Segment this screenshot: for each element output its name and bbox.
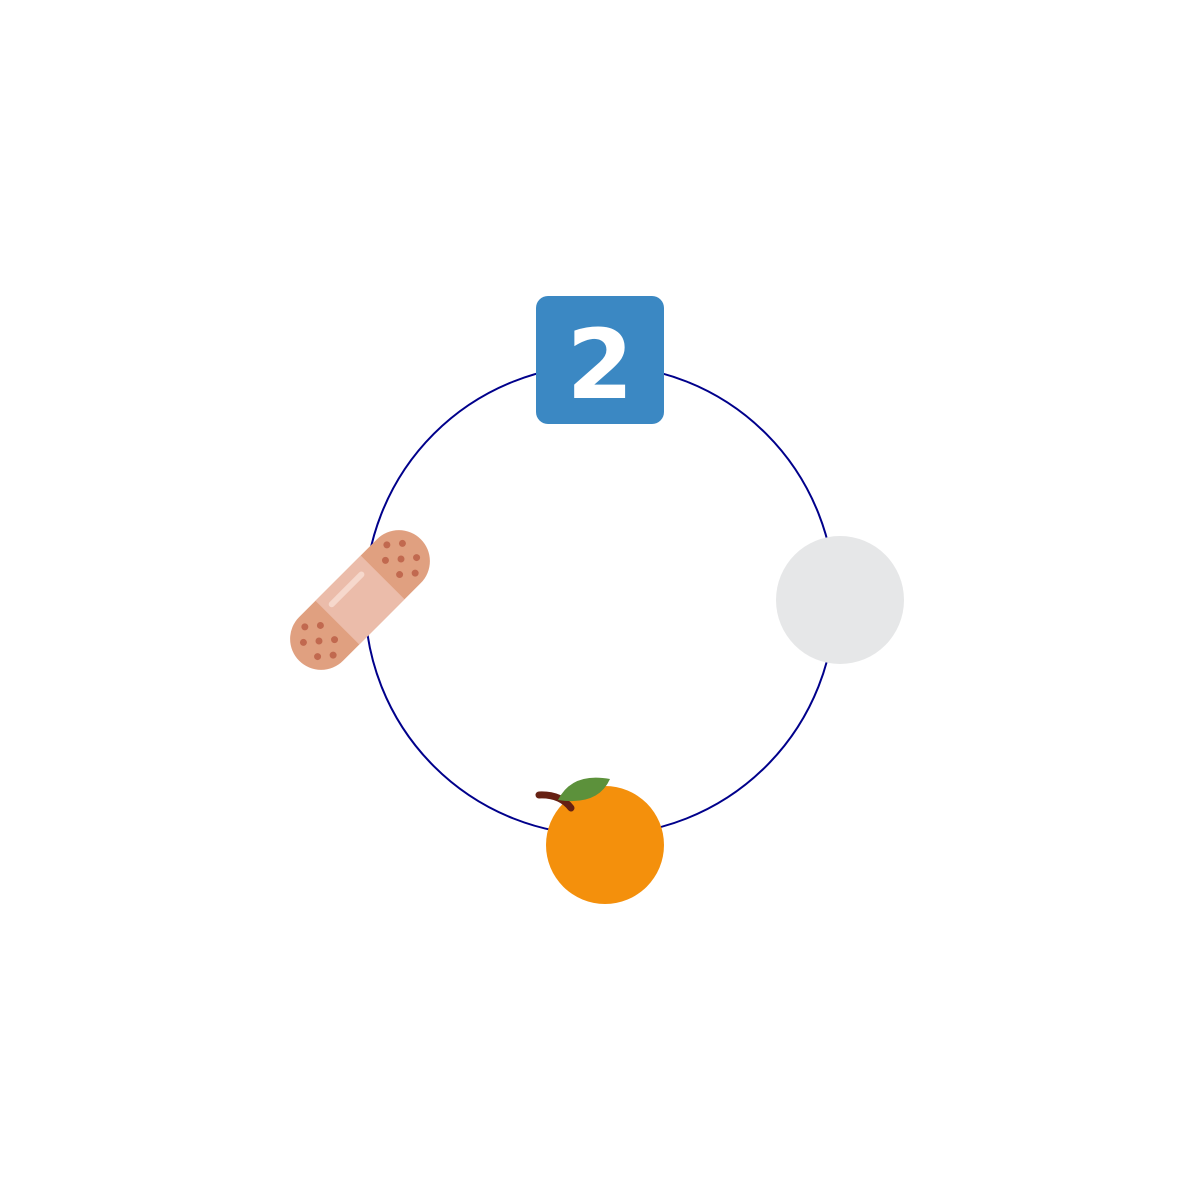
keycap-digit-label: 2 xyxy=(567,309,634,421)
adhesive-bandage-icon xyxy=(290,530,430,670)
bandage-shine xyxy=(328,571,365,608)
bandage-holes xyxy=(299,539,421,661)
tangerine-stem xyxy=(535,791,575,812)
bandage-pad xyxy=(315,555,405,645)
keycap-background xyxy=(536,296,664,424)
tangerine-fruit xyxy=(546,786,664,904)
tangerine-icon xyxy=(535,777,664,904)
keycap-digit-two-icon: 2 xyxy=(536,296,664,424)
tangerine-leaf xyxy=(558,777,610,802)
cycle-ring xyxy=(364,364,836,836)
white-circle-icon xyxy=(776,536,904,664)
